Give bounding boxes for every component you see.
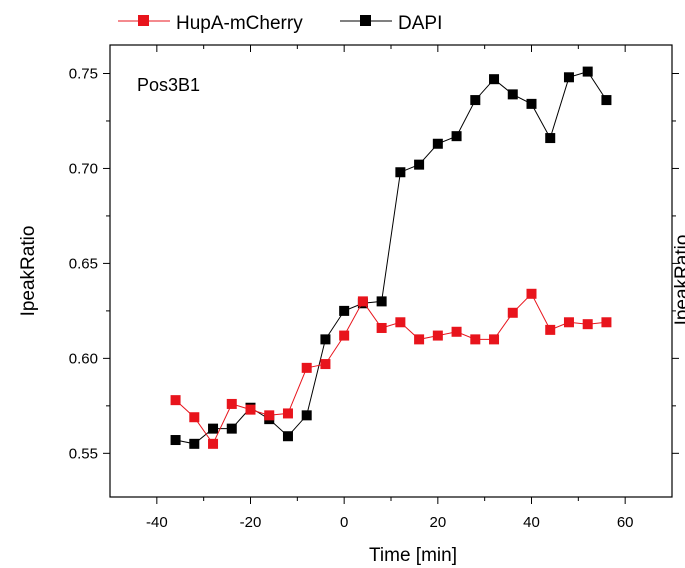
legend-marker-hupa xyxy=(138,15,149,26)
y-tick-label: 0.55 xyxy=(69,445,98,462)
legend-label-hupa: HupA-mCherry xyxy=(176,13,303,34)
data-point-hupa-mcherry xyxy=(376,322,387,333)
data-point-dapi xyxy=(376,296,387,307)
data-point-hupa-mcherry xyxy=(507,307,518,318)
series-layer xyxy=(170,66,612,449)
data-point-hupa-mcherry xyxy=(451,326,462,337)
series-line-dapi xyxy=(175,71,607,445)
data-point-dapi xyxy=(301,410,312,421)
x-tick-label: 20 xyxy=(429,514,446,531)
y-tick-label: 0.60 xyxy=(69,350,98,367)
y-tick-label: 0.70 xyxy=(69,160,98,177)
data-point-dapi xyxy=(395,167,406,178)
data-point-hupa-mcherry xyxy=(264,410,275,421)
y-tick-label: 0.65 xyxy=(69,255,98,272)
x-tick-label: -20 xyxy=(240,514,262,531)
data-point-dapi xyxy=(526,98,537,109)
axis-ticks: -40 -20 0 20 40 60 0.55 0.60 0.65 0.70 0.75 xyxy=(69,45,679,531)
data-point-dapi xyxy=(432,138,443,149)
data-point-hupa-mcherry xyxy=(320,359,331,370)
data-point-hupa-mcherry xyxy=(208,438,219,449)
data-point-dapi xyxy=(489,74,500,85)
data-point-hupa-mcherry xyxy=(526,288,537,299)
data-point-dapi xyxy=(582,66,593,77)
data-point-hupa-mcherry xyxy=(432,330,443,341)
data-point-dapi xyxy=(208,423,219,434)
legend: HupA-mCherry DAPI xyxy=(118,13,442,34)
data-point-dapi xyxy=(189,438,200,449)
data-point-dapi xyxy=(601,95,612,106)
x-tick-label: 40 xyxy=(523,514,540,531)
data-point-dapi xyxy=(339,305,350,316)
data-point-dapi xyxy=(507,89,518,100)
y-tick-label: 0.75 xyxy=(69,65,98,82)
legend-label-dapi: DAPI xyxy=(398,13,442,34)
right-y-axis-label: IpeakRatio xyxy=(672,235,685,326)
data-point-dapi xyxy=(414,159,425,170)
data-point-hupa-mcherry xyxy=(339,330,350,341)
data-point-hupa-mcherry xyxy=(489,334,500,345)
legend-marker-dapi xyxy=(360,15,371,26)
data-point-hupa-mcherry xyxy=(189,412,200,423)
data-point-hupa-mcherry xyxy=(357,296,368,307)
right-y-axis-label-clip: IpeakRatio xyxy=(672,235,685,326)
data-point-dapi xyxy=(451,131,462,142)
data-point-dapi xyxy=(226,423,237,434)
data-point-hupa-mcherry xyxy=(582,319,593,330)
data-point-hupa-mcherry xyxy=(395,317,406,328)
x-tick-label: 60 xyxy=(617,514,634,531)
data-point-dapi xyxy=(320,334,331,345)
data-point-hupa-mcherry xyxy=(226,398,237,409)
data-point-hupa-mcherry xyxy=(245,404,256,415)
data-point-dapi xyxy=(545,133,556,144)
data-point-dapi xyxy=(282,431,293,442)
x-tick-label: -40 xyxy=(146,514,168,531)
y-axis-label: IpeakRatio xyxy=(18,226,39,317)
data-point-hupa-mcherry xyxy=(301,362,312,373)
x-axis-label: Time [min] xyxy=(369,545,457,566)
data-point-dapi xyxy=(170,435,181,446)
plot-frame xyxy=(109,44,673,498)
data-point-hupa-mcherry xyxy=(282,408,293,419)
data-point-hupa-mcherry xyxy=(601,317,612,328)
data-point-hupa-mcherry xyxy=(170,395,181,406)
series-line-hupa-mcherry xyxy=(175,292,607,445)
data-point-hupa-mcherry xyxy=(414,334,425,345)
data-point-dapi xyxy=(470,95,481,106)
data-point-hupa-mcherry xyxy=(470,334,481,345)
data-point-hupa-mcherry xyxy=(563,317,574,328)
data-point-dapi xyxy=(563,72,574,83)
x-tick-label: 0 xyxy=(340,514,348,531)
data-point-hupa-mcherry xyxy=(545,324,556,335)
panel-annotation: Pos3B1 xyxy=(137,75,200,95)
